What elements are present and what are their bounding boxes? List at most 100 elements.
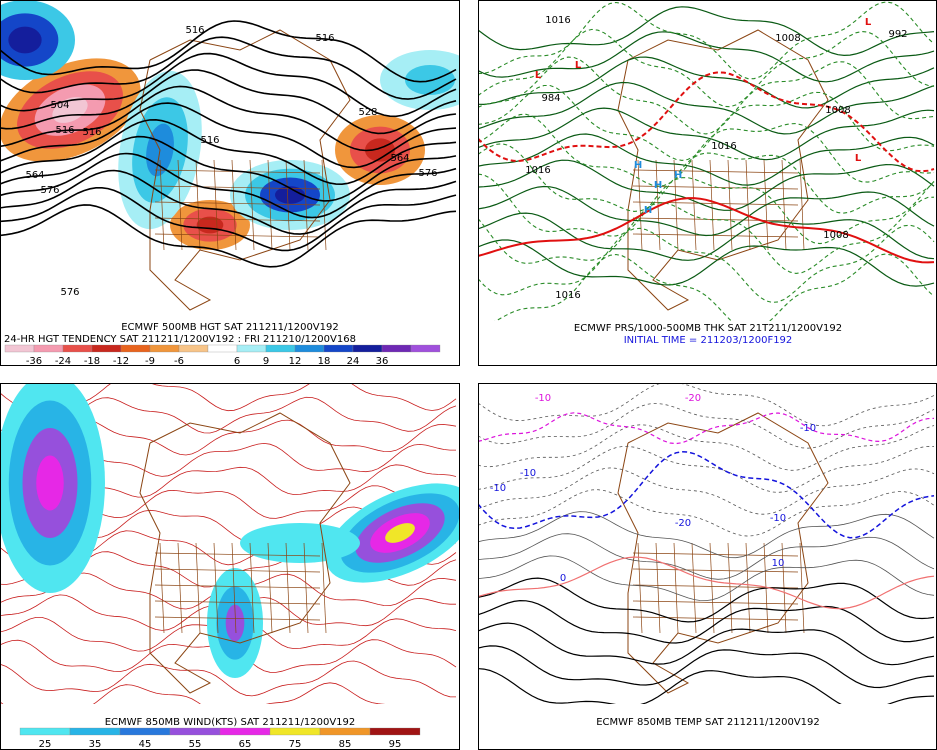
contour — [479, 56, 935, 135]
border — [745, 542, 751, 634]
contour — [479, 197, 935, 264]
contour — [479, 622, 935, 666]
contour — [479, 645, 935, 689]
contour — [479, 28, 935, 108]
colorbar-swatch — [91, 344, 122, 353]
colorbar-swatch — [319, 727, 371, 736]
shaded-area — [225, 604, 245, 642]
colorbar-label: 9 — [263, 356, 269, 367]
colorbar-swatch — [119, 727, 171, 736]
border — [154, 217, 321, 222]
border — [321, 542, 327, 634]
border — [231, 542, 237, 634]
contour — [479, 668, 935, 704]
contour — [479, 533, 935, 580]
border — [154, 552, 321, 557]
contour-label: 504 — [50, 100, 69, 111]
contour — [479, 511, 935, 559]
caption: 24-HR HGT TENDENCY SAT 211211/1200V192 :… — [4, 334, 356, 345]
contour-label: 10 — [772, 558, 785, 569]
border — [267, 542, 273, 634]
border — [267, 159, 273, 251]
contour-label: 516 — [185, 25, 204, 36]
colorbar-label: 55 — [189, 739, 202, 750]
colorbar-label: 18 — [318, 356, 331, 367]
colorbar-swatch — [323, 344, 354, 353]
contour — [479, 555, 935, 602]
colorbar-label: 35 — [89, 739, 102, 750]
contour-label: 1008 — [775, 33, 800, 44]
contour — [479, 196, 935, 274]
contour — [479, 113, 935, 187]
contour — [479, 143, 935, 214]
contour-label: 1016 — [545, 15, 570, 26]
contour-label: 528 — [358, 107, 377, 118]
caption: INITIAL TIME = 211203/1200F192 — [624, 335, 793, 346]
colorbar-label: 25 — [39, 739, 52, 750]
map-area: 516 516 516 504 516 564 576 576 528 564 576 516 — [1, 1, 459, 311]
contour — [1, 204, 457, 268]
shaded-area — [240, 523, 360, 563]
shaded-area — [8, 26, 42, 54]
colorbar-label: 85 — [339, 739, 352, 750]
panel-wind: ECMWF 850MB WIND(KTS) SAT 211211/1200V19… — [1, 384, 459, 750]
shaded-area — [275, 186, 305, 204]
colorbar-swatch — [410, 344, 441, 353]
contour-label: 576 — [418, 168, 437, 179]
contour-label: 1016 — [711, 141, 736, 152]
panel-temp: -10 -20 -10 -10 -10 -20 -10 0 10 ECMWF 850MB TEMP… — [479, 384, 935, 728]
colorbar-label: 65 — [239, 739, 252, 750]
contour-label: 516 — [55, 125, 74, 136]
contour — [479, 424, 935, 471]
panel-500mb: 516 516 516 504 516 564 576 576 528 564 576 516 ECMW… — [1, 1, 459, 367]
contour — [479, 384, 935, 427]
colorbar-label: 6 — [234, 356, 240, 367]
border — [154, 600, 321, 605]
contour-label: 1016 — [525, 165, 550, 176]
border — [632, 217, 799, 222]
border — [177, 159, 183, 251]
border — [709, 542, 715, 634]
contour — [479, 84, 935, 161]
contour — [479, 412, 935, 445]
border — [159, 542, 165, 634]
contour — [479, 239, 935, 287]
contour-label: H — [644, 205, 652, 216]
border — [655, 159, 661, 251]
border — [632, 233, 799, 238]
contour — [494, 253, 935, 321]
border — [154, 568, 321, 573]
colorbar-swatch — [19, 727, 71, 736]
caption: ECMWF 850MB WIND(KTS) SAT 211211/1200V19… — [105, 717, 356, 728]
colorbar-swatch — [369, 727, 421, 736]
contour — [479, 1, 935, 80]
contour — [479, 450, 935, 539]
colorbar-label: 75 — [289, 739, 302, 750]
colorbar-label: -9 — [145, 356, 155, 367]
contour — [479, 107, 935, 161]
contour — [479, 31, 935, 83]
border — [285, 542, 291, 634]
contour — [1, 152, 457, 219]
map-area: 1016 1016 1008 1016 992 1008 984 1008 1016 L L L H H H… — [479, 1, 935, 321]
colorbar-label: -24 — [55, 356, 71, 367]
border — [285, 159, 291, 251]
contour — [479, 599, 935, 644]
colorbar-swatch — [33, 344, 64, 353]
caption: ECMWF 850MB TEMP SAT 211211/1200V192 — [596, 717, 820, 728]
contour — [479, 159, 935, 211]
colorbar-swatch — [265, 344, 296, 353]
colorbar-swatch — [381, 344, 412, 353]
colorbar-swatch — [352, 344, 383, 353]
contour-label: L — [575, 60, 582, 71]
contour — [1, 36, 457, 100]
contour-label: 1016 — [555, 290, 580, 301]
colorbar-label: 36 — [376, 356, 389, 367]
border — [727, 542, 733, 634]
map-area — [1, 384, 459, 704]
contour — [479, 403, 935, 449]
border — [637, 542, 643, 634]
colorbar-swatch — [207, 344, 238, 353]
contour-label: -10 — [535, 393, 551, 404]
contour-label: L — [865, 17, 872, 28]
